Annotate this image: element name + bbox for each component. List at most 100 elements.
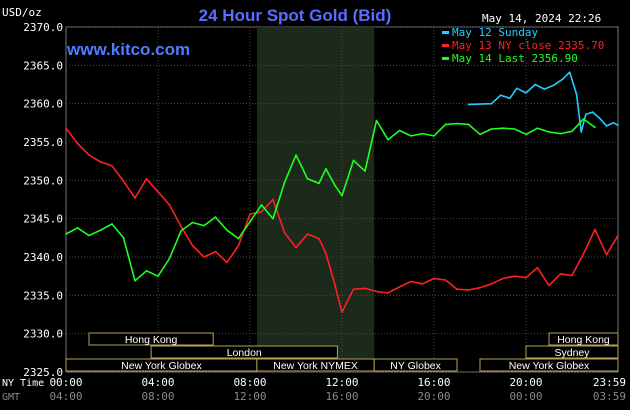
y-tick-label: 2355.0 xyxy=(23,136,63,149)
x-tick-label: 16:00 xyxy=(417,376,450,389)
series-point xyxy=(548,131,550,133)
session-label: NY Globex xyxy=(390,360,441,372)
series-point xyxy=(99,161,102,163)
series-point xyxy=(502,127,504,129)
series-point xyxy=(598,117,601,119)
series-point xyxy=(352,159,355,162)
series-point xyxy=(145,270,148,272)
series-1 xyxy=(467,71,619,133)
series-point xyxy=(157,275,159,278)
series-point xyxy=(214,250,217,253)
series-point xyxy=(594,126,596,129)
unit-label: USD/oz xyxy=(2,6,42,19)
series-point xyxy=(509,97,511,100)
series-point xyxy=(65,233,67,235)
series-point xyxy=(594,228,596,231)
series-point xyxy=(364,287,366,290)
session-bar: New York NYMEX xyxy=(256,358,375,372)
series-point xyxy=(605,253,608,256)
series-point xyxy=(513,275,516,278)
series-point xyxy=(65,127,67,129)
series-point xyxy=(552,84,555,87)
series-point xyxy=(180,230,182,232)
x-tick-label: 12:00 xyxy=(233,390,266,403)
x-tick-label: 04:00 xyxy=(141,376,174,389)
series-point xyxy=(341,311,343,314)
x-tick-label: 16:00 xyxy=(325,390,358,403)
series-point xyxy=(76,142,79,145)
series-point xyxy=(214,216,217,218)
series-point xyxy=(306,233,309,235)
session-box xyxy=(88,332,214,346)
series-2 xyxy=(65,127,619,314)
datetime-label: May 14, 2024 22:26 xyxy=(482,12,601,25)
series-point xyxy=(444,279,447,281)
series-point xyxy=(134,197,136,199)
series-point xyxy=(134,280,136,282)
series-point xyxy=(499,94,502,96)
series-point xyxy=(334,184,336,187)
series-line xyxy=(65,127,619,314)
legend-item-may12: May 12 Sunday xyxy=(442,26,538,39)
session-box xyxy=(150,345,338,359)
series-point xyxy=(283,231,286,234)
session-bar: Hong Kong xyxy=(548,332,619,346)
series-point xyxy=(525,133,527,136)
legend-swatch-may14 xyxy=(442,57,449,60)
series-point xyxy=(421,283,424,285)
session-label: London xyxy=(227,347,262,359)
x-tick-label: 03:59 xyxy=(593,390,626,403)
session-bar: NY Globex xyxy=(373,358,458,372)
legend-label-may13: May 13 NY close 2335.70 xyxy=(452,39,604,52)
series-point xyxy=(444,123,447,126)
x-row-label: NY Time xyxy=(2,378,44,389)
session-label: Hong Kong xyxy=(557,334,610,346)
series-point xyxy=(559,132,562,135)
series-point xyxy=(456,122,458,125)
series-point xyxy=(249,220,251,223)
series-point xyxy=(295,154,297,156)
series-point xyxy=(283,181,286,184)
y-tick-label: 2365.0 xyxy=(23,59,63,72)
series-point xyxy=(536,127,539,129)
series-point xyxy=(559,273,562,275)
x-tick-label: 20:00 xyxy=(509,376,542,389)
session-bar: London xyxy=(150,345,338,359)
series-point xyxy=(543,88,546,90)
series-point xyxy=(237,237,240,240)
watermark-url[interactable]: www.kitco.com xyxy=(66,40,190,59)
series-point xyxy=(502,277,504,280)
session-label: New York Globex xyxy=(509,360,590,372)
legend-swatch-may12 xyxy=(442,31,449,34)
series-line xyxy=(65,118,596,282)
session-label: New York NYMEX xyxy=(273,360,358,372)
series-point xyxy=(525,92,527,94)
series-point xyxy=(260,204,263,206)
series-point xyxy=(306,178,309,180)
series-3 xyxy=(65,118,596,282)
series-point xyxy=(490,283,493,285)
legend-label-may12: May 12 Sunday xyxy=(452,26,538,39)
y-tick-label: 2350.0 xyxy=(23,174,63,187)
legend: May 12 Sunday May 13 NY close 2335.70 Ma… xyxy=(442,26,604,65)
series-point xyxy=(571,274,573,277)
series-point xyxy=(272,217,274,220)
series-point xyxy=(111,223,113,225)
series-point xyxy=(398,286,401,288)
series-point xyxy=(410,135,412,137)
session-bar: New York Globex xyxy=(479,358,619,372)
series-point xyxy=(467,123,470,126)
series-point xyxy=(122,237,125,239)
series-point xyxy=(490,128,493,130)
series-point xyxy=(375,119,378,122)
series-point xyxy=(237,244,240,247)
series-point xyxy=(582,118,585,120)
x-tick-label: 00:00 xyxy=(509,390,542,403)
series-point xyxy=(180,225,182,228)
session-box xyxy=(479,358,619,372)
legend-label-may14: May 14 Last 2356.90 xyxy=(452,52,578,65)
series-point xyxy=(318,237,320,240)
x-axis: NY Time 00:00 04:00 08:00 12:00 16:00 20:00 23:… xyxy=(2,376,626,403)
series-point xyxy=(479,286,481,289)
